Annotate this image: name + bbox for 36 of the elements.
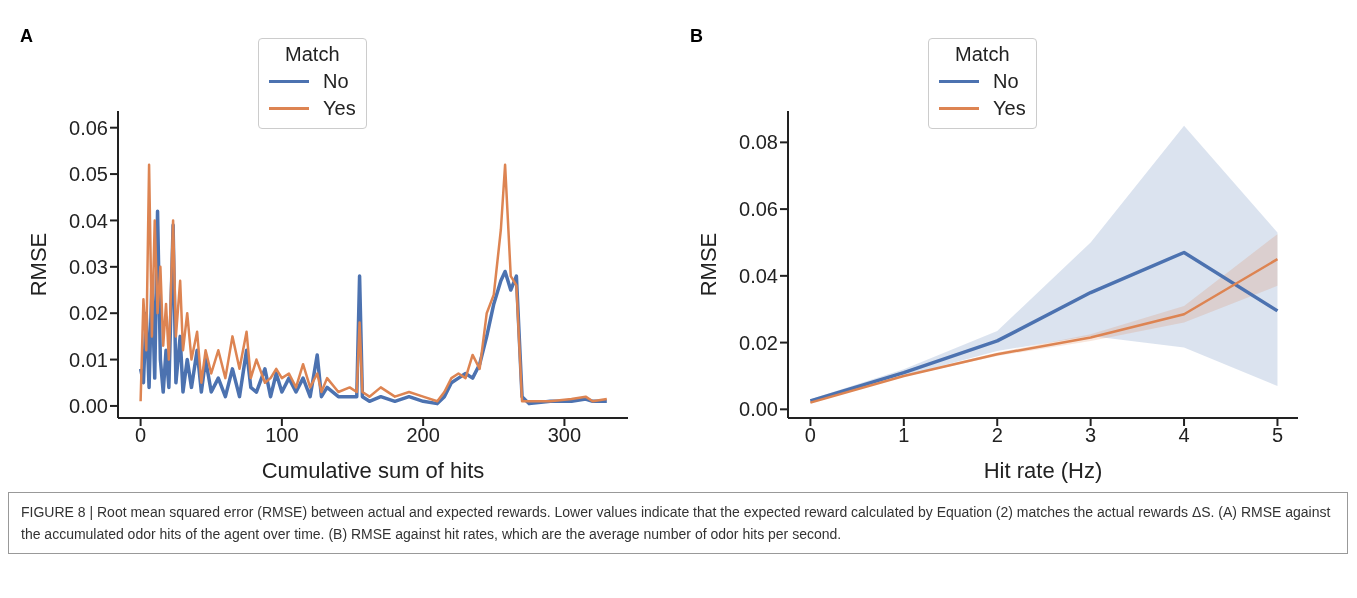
line-series	[139, 163, 609, 403]
legend-label: No	[323, 70, 349, 93]
x-tick-label: 100	[265, 424, 299, 447]
text: A	[20, 26, 33, 47]
y-tick-label: 0.06	[739, 198, 778, 221]
legend-title: Match	[284, 43, 341, 66]
y-tick-label: 0.02	[69, 302, 108, 325]
y-tick-label: 0.08	[739, 131, 778, 154]
x-tick-label: 200	[406, 424, 440, 447]
x-axis-title: Cumulative sum of hits	[261, 458, 485, 483]
x-tick-label: 2	[991, 424, 1003, 447]
x-tick-label: 3	[1085, 424, 1097, 447]
y-tick-label: 0.06	[69, 116, 108, 139]
x-tick-label: 4	[1178, 424, 1190, 447]
x-tick-label: 0	[804, 424, 816, 447]
y-tick-label: 0.02	[739, 331, 778, 354]
x-tick-label: 300	[547, 424, 582, 447]
y-tick-label: 0.00	[739, 398, 778, 421]
x-tick-label: 0	[135, 424, 147, 447]
x-tick-label: 5	[1271, 424, 1284, 447]
y-tick-label: 0.00	[69, 395, 108, 418]
text: B	[690, 26, 703, 47]
legend-label: Yes	[323, 97, 356, 120]
y-tick-label: 0.05	[69, 163, 108, 186]
y-tick-label: 0.03	[69, 255, 108, 278]
legend-label: No	[993, 70, 1019, 93]
y-tick-label: 0.01	[69, 348, 108, 371]
y-axis-title: RMSE	[695, 232, 721, 297]
y-tick-label: 0.04	[69, 209, 108, 232]
legend-label: Yes	[993, 97, 1026, 120]
x-tick-label: 1	[898, 424, 910, 447]
legend-title: Match	[954, 43, 1011, 66]
x-axis-title: Hit rate (Hz)	[983, 458, 1103, 483]
y-tick-label: 0.04	[739, 264, 778, 287]
caption: FIGURE 8 | Root mean squared error (RMSE) between actual and expected rewards. Lower values indicate that the expected reward calculated by Equation (2) matches the actual rewards ΔS. (A) RMSE against the accumulated odor hits of the agent over time. (B) RMSE against hit rates, which are the average number of odor hits per second.	[21, 503, 1332, 544]
y-axis-title: RMSE	[25, 232, 51, 297]
